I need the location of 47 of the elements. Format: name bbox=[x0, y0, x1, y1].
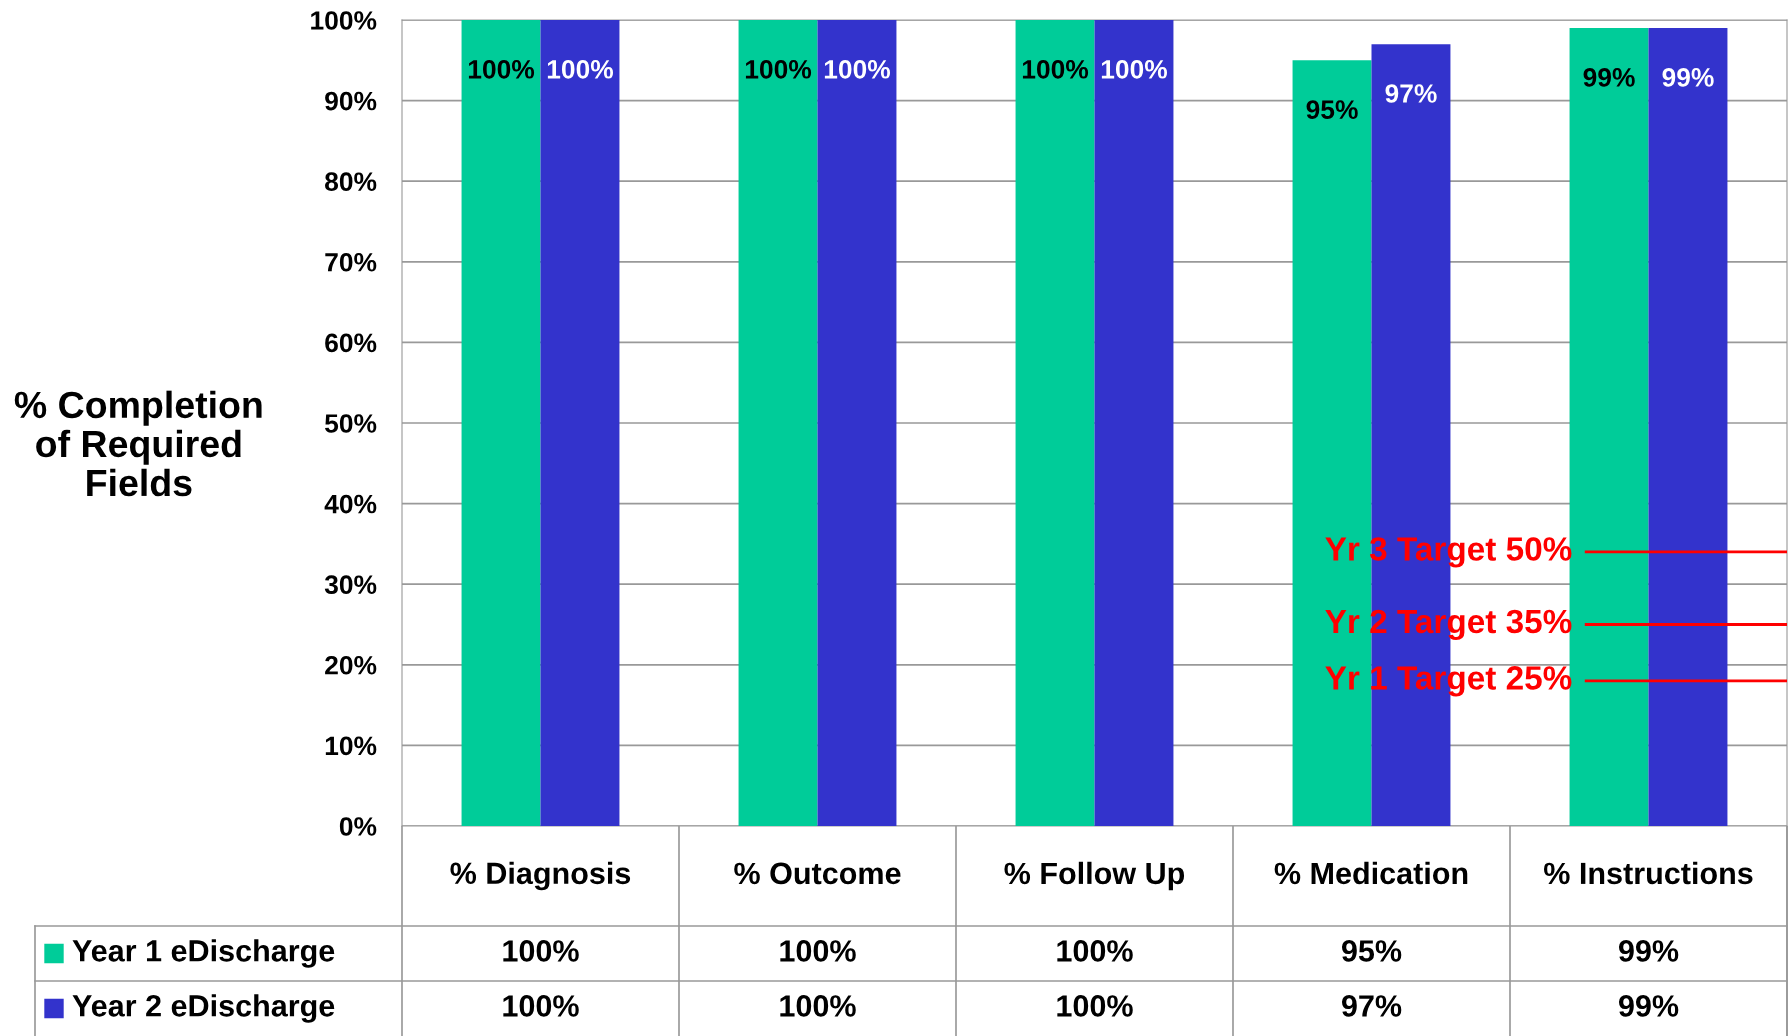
y-tick-label: 10% bbox=[325, 736, 377, 756]
data-label: 99% bbox=[1618, 995, 1679, 1017]
y-tick-label: 0% bbox=[339, 817, 377, 836]
bar bbox=[1648, 28, 1728, 826]
bar bbox=[738, 20, 818, 826]
text: 100% bbox=[1022, 59, 1089, 79]
y-tick-label: 80% bbox=[325, 172, 377, 192]
bar bbox=[461, 20, 541, 826]
text: 99% bbox=[1662, 68, 1714, 87]
data-label: 95% bbox=[1341, 940, 1402, 962]
y-tick-label: 20% bbox=[325, 655, 377, 675]
y-axis-title: % Completion of Required Fields bbox=[14, 390, 262, 497]
text: 97% bbox=[1385, 84, 1437, 103]
y-tick-label: 90% bbox=[325, 91, 377, 111]
text: 100% bbox=[1101, 59, 1168, 79]
text: 99% bbox=[1583, 68, 1635, 87]
y-tick-label: 60% bbox=[325, 333, 377, 353]
y-tick-label: 30% bbox=[324, 575, 377, 595]
bar bbox=[540, 20, 620, 826]
x-tick-label: % Outcome bbox=[734, 862, 901, 885]
legend-label: Year 2 eDischarge bbox=[72, 994, 335, 1023]
y-tick-label: 50% bbox=[325, 414, 377, 433]
text: 100% bbox=[547, 59, 614, 79]
bar bbox=[1292, 60, 1372, 826]
y-tick-label: 40% bbox=[324, 494, 377, 514]
data-label: 100% bbox=[503, 940, 579, 962]
data-label: 97% bbox=[1341, 995, 1402, 1017]
data-label: 99% bbox=[1618, 940, 1679, 962]
x-tick-label: % Follow Up bbox=[1004, 861, 1185, 891]
bar bbox=[1094, 20, 1174, 826]
data-label: 100% bbox=[780, 995, 856, 1017]
bar bbox=[1015, 20, 1095, 826]
data-label: 100% bbox=[1057, 940, 1133, 962]
text: 100% bbox=[468, 59, 535, 79]
x-tick-label: % Instructions bbox=[1544, 861, 1753, 885]
y-tick-label: 70% bbox=[325, 252, 377, 272]
data-label: 100% bbox=[1057, 995, 1133, 1017]
x-tick-label: % Medication bbox=[1274, 861, 1468, 885]
data-label: 100% bbox=[780, 940, 856, 962]
data-label: 100% bbox=[503, 995, 579, 1017]
x-tick-label: % Diagnosis bbox=[450, 861, 631, 891]
text: 95% bbox=[1306, 100, 1358, 119]
bar bbox=[817, 20, 897, 826]
y-tick-label: 100% bbox=[311, 11, 377, 30]
text: 100% bbox=[824, 59, 891, 79]
text: 100% bbox=[745, 59, 812, 79]
legend-label: Year 1 eDischarge bbox=[72, 939, 335, 968]
